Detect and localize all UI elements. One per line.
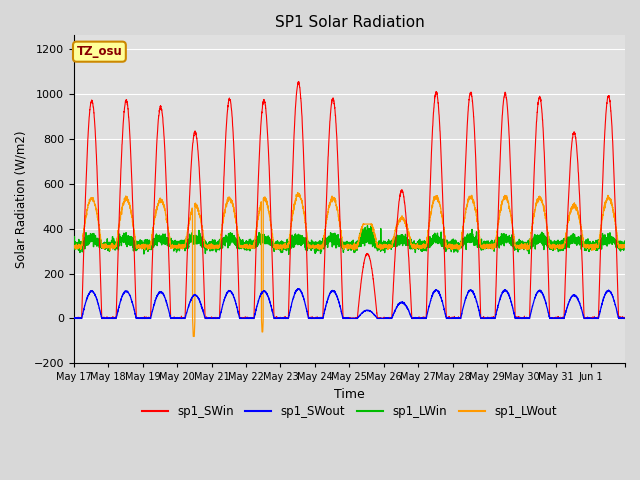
Legend: sp1_SWin, sp1_SWout, sp1_LWin, sp1_LWout: sp1_SWin, sp1_SWout, sp1_LWin, sp1_LWout	[137, 401, 562, 423]
Y-axis label: Solar Radiation (W/m2): Solar Radiation (W/m2)	[15, 131, 28, 268]
X-axis label: Time: Time	[334, 388, 365, 401]
Text: TZ_osu: TZ_osu	[77, 45, 122, 58]
Title: SP1 Solar Radiation: SP1 Solar Radiation	[275, 15, 424, 30]
